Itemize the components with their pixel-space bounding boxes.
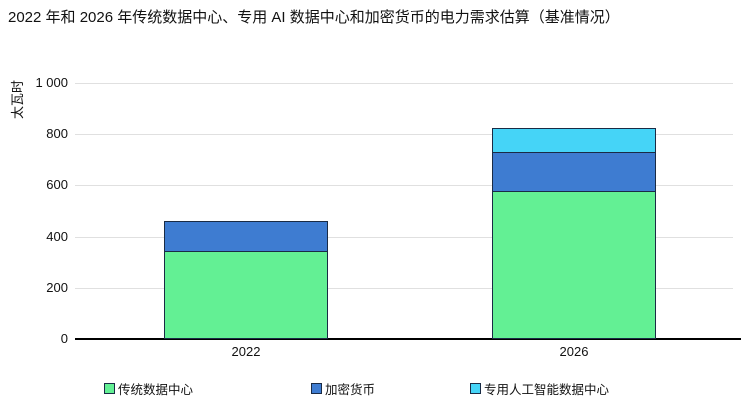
legend-item: 专用人工智能数据中心 [470, 379, 609, 398]
y-tick-label: 400 [46, 228, 68, 244]
legend-item: 加密货币 [311, 379, 375, 398]
bar-segment [492, 127, 656, 153]
y-tick-label: 1 000 [35, 75, 68, 90]
gridline [75, 287, 733, 289]
gridline [75, 236, 733, 238]
gridline [75, 83, 733, 84]
legend: 传统数据中心 加密货币 专用人工智能数据中心 [0, 379, 756, 399]
bar-segment [492, 190, 656, 339]
bar-stack-2022 [164, 221, 328, 339]
legend-swatch-icon [470, 383, 481, 394]
bar-segment [164, 221, 328, 251]
bar-segment [492, 152, 656, 191]
x-axis-line [75, 338, 741, 340]
bar-stack-2026 [492, 127, 656, 339]
legend-label: 专用人工智能数据中心 [484, 383, 610, 397]
legend-item: 传统数据中心 [104, 379, 193, 398]
legend-swatch-icon [104, 383, 115, 394]
legend-label: 传统数据中心 [118, 383, 194, 397]
plot-area [75, 83, 741, 340]
legend-swatch-icon [311, 383, 322, 394]
chart-title: 2022 年和 2026 年传统数据中心、专用 AI 数据中心和加密货币的电力需… [8, 9, 620, 26]
x-tick-label: 2026 [559, 344, 589, 359]
legend-label: 加密货币 [325, 383, 376, 397]
y-tick-label: 0 [60, 331, 68, 346]
x-tick-label: 2022 [231, 344, 261, 359]
bar-segment [164, 250, 328, 339]
gridline [75, 134, 733, 136]
y-tick-label: 800 [46, 126, 68, 142]
y-tick-label: 200 [46, 279, 68, 295]
y-tick-label: 600 [46, 177, 68, 193]
gridline [75, 185, 733, 187]
